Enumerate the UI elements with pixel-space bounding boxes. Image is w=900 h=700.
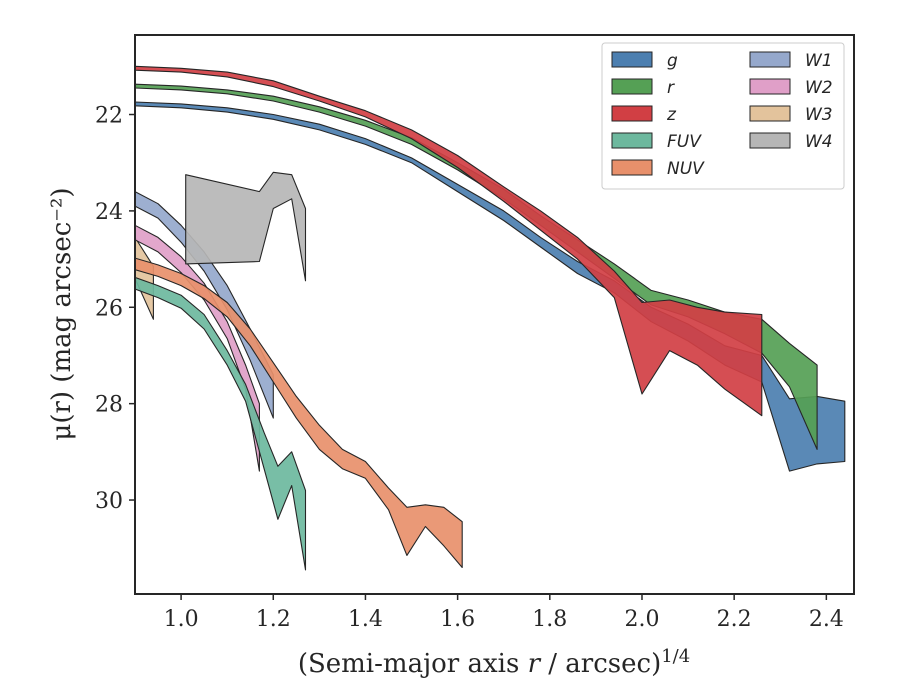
x-axis-label: (Semi-major axis r / arcsec)1/4: [298, 646, 690, 679]
band-w2: [135, 224, 260, 472]
legend-item-g: g: [611, 51, 678, 71]
x-tick-label: 1.8: [532, 607, 567, 632]
x-tick-label: 2.4: [809, 607, 844, 632]
legend-items: grz FUV NUV W1 W2 W3 W4: [611, 51, 833, 179]
y-tick-label: 30: [95, 489, 123, 514]
legend-swatch: [611, 78, 653, 95]
y-tick-label: 24: [95, 200, 123, 225]
x-axis-label-base: (Semi-major axis r / arcsec): [298, 649, 661, 679]
legend-swatch: [749, 51, 791, 68]
legend-item-w3: W3: [749, 105, 833, 125]
legend-label: g: [667, 51, 678, 71]
legend-label: W3: [805, 105, 833, 125]
legend-label: NUV: [667, 159, 705, 179]
legend-swatch: [611, 159, 653, 176]
x-tick-label: 2.0: [624, 607, 659, 632]
legend-swatch: [611, 132, 653, 149]
legend-swatch: [749, 105, 791, 122]
legend-label: z: [666, 105, 677, 125]
legend-swatch: [611, 51, 653, 68]
legend-item-fuv: FUV: [611, 132, 702, 152]
band-w3: [135, 236, 154, 320]
legend-label: r: [667, 78, 675, 98]
legend-item-w1: W1: [749, 51, 833, 71]
x-tick-label: 1.6: [440, 607, 475, 632]
x-tick-label: 1.0: [164, 607, 199, 632]
legend-label: W4: [805, 132, 833, 152]
legend-item-r: r: [611, 78, 675, 98]
x-axis-ticks: 1.0 1.2 1.4 1.6 1.8 2.0 2.2 2.4: [164, 594, 844, 632]
y-tick-label: 26: [95, 296, 123, 321]
legend-label: W1: [805, 51, 833, 71]
band-w4: [185, 171, 307, 282]
y-tick-label: 28: [95, 393, 123, 418]
x-axis-label-exponent: 1/4: [661, 646, 690, 667]
band-g: [135, 101, 846, 472]
x-tick-label: 1.2: [256, 607, 291, 632]
y-axis-ticks: 22 24 26 28 30: [95, 104, 135, 514]
legend-item-w4: W4: [749, 132, 833, 152]
legend-item-nuv: NUV: [611, 159, 705, 179]
band-fuv: [135, 276, 307, 571]
legend: grz FUV NUV W1 W2 W3 W4: [601, 42, 845, 190]
band-nuv: [135, 257, 463, 569]
x-tick-label: 1.4: [348, 607, 383, 632]
y-axis-label: μ(r) (mag arcsec⁻²): [47, 187, 77, 440]
legend-label: W2: [805, 78, 833, 98]
bands-layer: [135, 65, 846, 571]
legend-item-z: z: [611, 105, 677, 125]
x-tick-label: 2.2: [717, 607, 752, 632]
legend-swatch: [611, 105, 653, 122]
band-z: [135, 65, 763, 417]
legend-swatch: [749, 78, 791, 95]
legend-item-w2: W2: [749, 78, 833, 98]
y-tick-label: 22: [95, 104, 123, 129]
plot-frame: [134, 34, 855, 595]
legend-swatch: [749, 132, 791, 149]
legend-label: FUV: [667, 132, 702, 152]
